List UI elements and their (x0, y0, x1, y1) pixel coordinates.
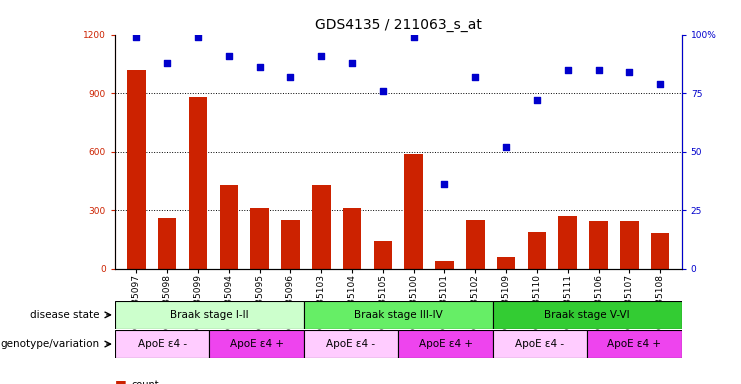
Point (623, 69, 635, 75)
Bar (373, 242, 392, 269)
Text: ApoE ε4 +: ApoE ε4 + (608, 339, 662, 349)
Bar (209, 330, 304, 358)
Point (593, 67, 605, 73)
Text: ■: ■ (115, 378, 127, 384)
Bar (304, 330, 399, 358)
Point (654, 81, 666, 87)
Bar (158, 218, 176, 269)
Bar (115, 301, 304, 329)
Point (285, 74, 296, 80)
Point (469, 74, 481, 80)
Title: GDS4135 / 211063_s_at: GDS4135 / 211063_s_at (315, 18, 482, 32)
Point (316, 53, 328, 59)
Bar (312, 185, 330, 269)
Bar (399, 330, 493, 358)
Point (562, 67, 574, 73)
Bar (466, 220, 485, 269)
Bar (127, 70, 146, 269)
Bar (304, 301, 493, 329)
Point (531, 97, 543, 103)
Point (500, 144, 512, 150)
Bar (189, 97, 207, 269)
Bar (343, 208, 362, 269)
Text: ApoE ε4 -: ApoE ε4 - (138, 339, 187, 349)
Text: genotype/variation: genotype/variation (0, 339, 99, 349)
Point (377, 88, 389, 94)
Text: ApoE ε4 +: ApoE ε4 + (419, 339, 473, 349)
Bar (493, 301, 682, 329)
Text: Braak stage V-VI: Braak stage V-VI (545, 310, 630, 320)
Bar (651, 233, 669, 269)
Text: count: count (131, 380, 159, 384)
Bar (435, 261, 453, 269)
Point (162, 60, 173, 66)
Point (192, 34, 204, 40)
Text: ApoE ε4 -: ApoE ε4 - (327, 339, 376, 349)
Bar (282, 220, 299, 269)
Text: disease state: disease state (30, 310, 99, 320)
Point (130, 34, 142, 40)
Bar (497, 257, 515, 269)
Point (223, 53, 235, 59)
Bar (219, 185, 238, 269)
Text: Braak stage III-IV: Braak stage III-IV (354, 310, 442, 320)
Point (439, 181, 451, 187)
Bar (493, 330, 587, 358)
Text: ApoE ε4 -: ApoE ε4 - (516, 339, 565, 349)
Bar (405, 154, 423, 269)
Point (346, 60, 358, 66)
Bar (587, 330, 682, 358)
Bar (589, 221, 608, 269)
Bar (620, 221, 639, 269)
Bar (559, 216, 577, 269)
Point (253, 64, 265, 70)
Bar (115, 330, 209, 358)
Bar (250, 208, 269, 269)
Text: Braak stage I-II: Braak stage I-II (170, 310, 249, 320)
Text: ApoE ε4 +: ApoE ε4 + (230, 339, 284, 349)
Bar (528, 232, 546, 269)
Point (408, 34, 419, 40)
